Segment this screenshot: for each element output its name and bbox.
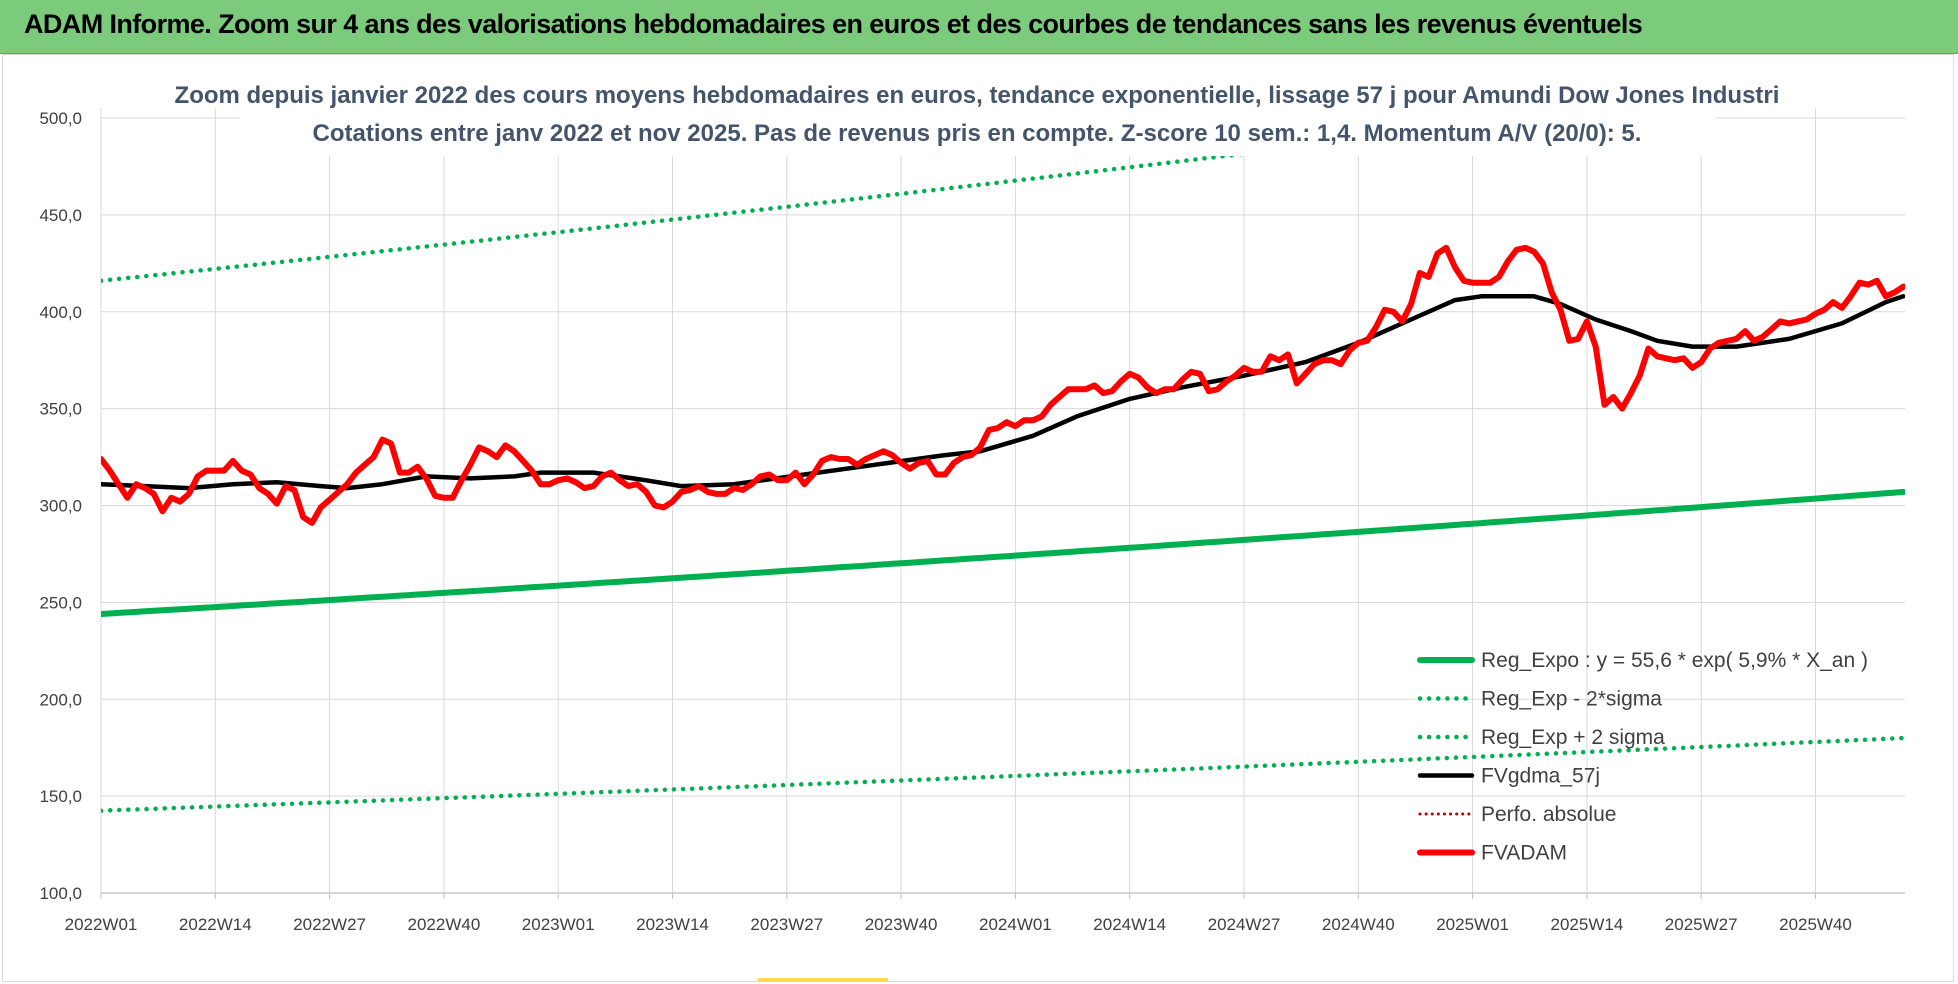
x-tick-label: 2022W27 [293,915,366,934]
legend-label: Reg_Exp + 2 sigma [1481,726,1665,749]
x-tick-label: 2022W14 [179,915,252,934]
y-tick-label: 450,0 [39,206,82,225]
banner-title: ADAM Informe. Zoom sur 4 ans des valoris… [24,9,1643,39]
chart-title: Zoom depuis janvier 2022 des cours moyen… [175,76,1780,156]
chart-legend: Reg_Expo : y = 55,6 * exp( 5,9% * X_an )… [1417,649,1868,865]
y-tick-label: 250,0 [39,593,82,612]
series-line-6 [101,244,1905,526]
x-tick-label: 2023W40 [865,915,938,934]
y-tick-label: 350,0 [39,400,82,419]
legend-label: Reg_Expo : y = 55,6 * exp( 5,9% * X_an ) [1481,649,1868,672]
y-tick-label: 150,0 [39,787,82,806]
legend-label: Perfo. absolue [1481,803,1616,826]
series-line-3 [101,113,1596,284]
x-tick-label: 2025W27 [1665,915,1738,934]
header-banner: ADAM Informe. Zoom sur 4 ans des valoris… [0,0,1958,54]
y-tick-label: 200,0 [39,690,82,709]
chart-area [2,54,1954,982]
x-tick-label: 2024W40 [1322,915,1395,934]
chart-title-line-1: Zoom depuis janvier 2022 des cours moyen… [175,82,1780,109]
x-tick-label: 2022W01 [65,915,138,934]
chart-title-line-2: Cotations entre janv 2022 et nov 2025. P… [313,120,1642,147]
y-tick-label: 300,0 [39,497,82,516]
chart-title-backdrop [240,76,1716,156]
series-line-1 [101,488,1905,617]
bottom-accent [758,978,888,982]
chart-axes: 100,0 150,0 200,0 250,0 300,0 350,0 400,0 450,0… [39,109,1905,934]
legend-label: Reg_Exp - 2*sigma [1481,688,1662,711]
x-tick-label: 2024W14 [1093,915,1166,934]
x-tick-label: 2022W40 [408,915,481,934]
y-tick-label: 500,0 [39,109,82,128]
x-tick-label: 2023W14 [636,915,709,934]
legend-label: FVgdma_57j [1481,765,1600,788]
y-tick-label: 100,0 [39,884,82,903]
x-tick-label: 2023W27 [750,915,823,934]
y-tick-label: 400,0 [39,303,82,322]
x-tick-label: 2025W01 [1436,915,1509,934]
series-line-2 [101,735,1905,813]
x-tick-label: 2024W27 [1208,915,1281,934]
chart-series [101,113,1905,813]
series-line-4 [101,294,1905,491]
x-tick-label: 2024W01 [979,915,1052,934]
x-tick-label: 2023W01 [522,915,595,934]
legend-label: FVADAM [1481,842,1567,865]
x-tick-label: 2025W40 [1779,915,1852,934]
x-tick-label: 2025W14 [1551,915,1624,934]
